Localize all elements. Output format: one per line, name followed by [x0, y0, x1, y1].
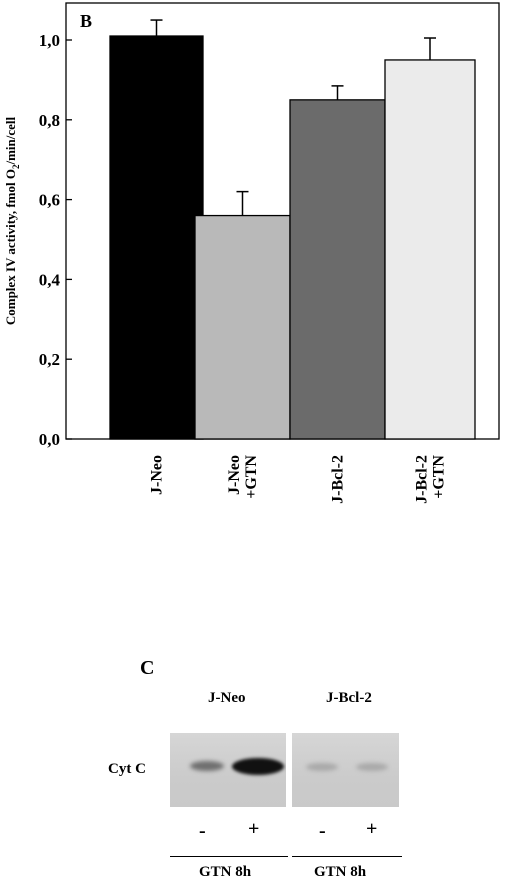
y-tick-label: 0,8 — [39, 111, 60, 130]
bar — [109, 35, 204, 440]
x-axis-labels: J-Neo J-Neo+GTN J-Bcl-2 J-Bcl-2+GTN — [149, 455, 448, 504]
blot-right-panel — [292, 733, 399, 807]
panel-label-c: C — [140, 657, 155, 679]
group-label-j-bcl-2: J-Bcl-2 — [326, 690, 372, 706]
group-label-j-neo: J-Neo — [208, 690, 246, 706]
lane-sign-1: - — [199, 820, 206, 842]
band-lane-1 — [190, 761, 224, 771]
y-axis: 0,0 0,2 0,4 0,6 0,8 1,0 — [39, 31, 72, 449]
y-tick-label: 0,2 — [39, 350, 60, 369]
bar — [194, 214, 291, 440]
row-label-cyt-c: Cyt C — [108, 761, 146, 777]
bar — [384, 59, 476, 440]
panel-label-b: B — [80, 11, 92, 31]
band-lane-3 — [306, 763, 338, 771]
blot-left-panel — [170, 733, 286, 807]
y-axis-label: Complex IV activity, fmol O2/min/cell — [3, 116, 21, 325]
x-tick-label: J-Neo — [149, 455, 166, 495]
lane-sign-2: + — [248, 818, 260, 840]
y-tick-label: 0,6 — [39, 191, 60, 210]
x-tick-label: J-Bcl-2+GTN — [414, 455, 448, 504]
band-lane-2 — [232, 758, 284, 775]
x-tick-label: J-Bcl-2 — [330, 455, 347, 504]
x-tick-label: J-Neo+GTN — [226, 455, 260, 499]
treatment-line-right — [292, 856, 402, 857]
lane-sign-4: + — [366, 818, 378, 840]
treatment-label-right: GTN 8h — [314, 864, 367, 880]
bar — [289, 99, 386, 440]
y-tick-label: 0,4 — [39, 270, 61, 289]
y-tick-label: 1,0 — [39, 31, 60, 50]
bar-chart: B 0,0 0,2 0,4 0,6 0,8 1,0 J-Neo J-Neo+GTN J-Bcl… — [3, 2, 500, 504]
bars — [109, 19, 476, 440]
y-tick-label: 0,0 — [39, 430, 60, 449]
treatment-line-left — [170, 856, 288, 857]
treatment-label-left: GTN 8h — [199, 864, 252, 880]
band-lane-4 — [356, 763, 388, 771]
lane-sign-3: - — [319, 820, 326, 842]
